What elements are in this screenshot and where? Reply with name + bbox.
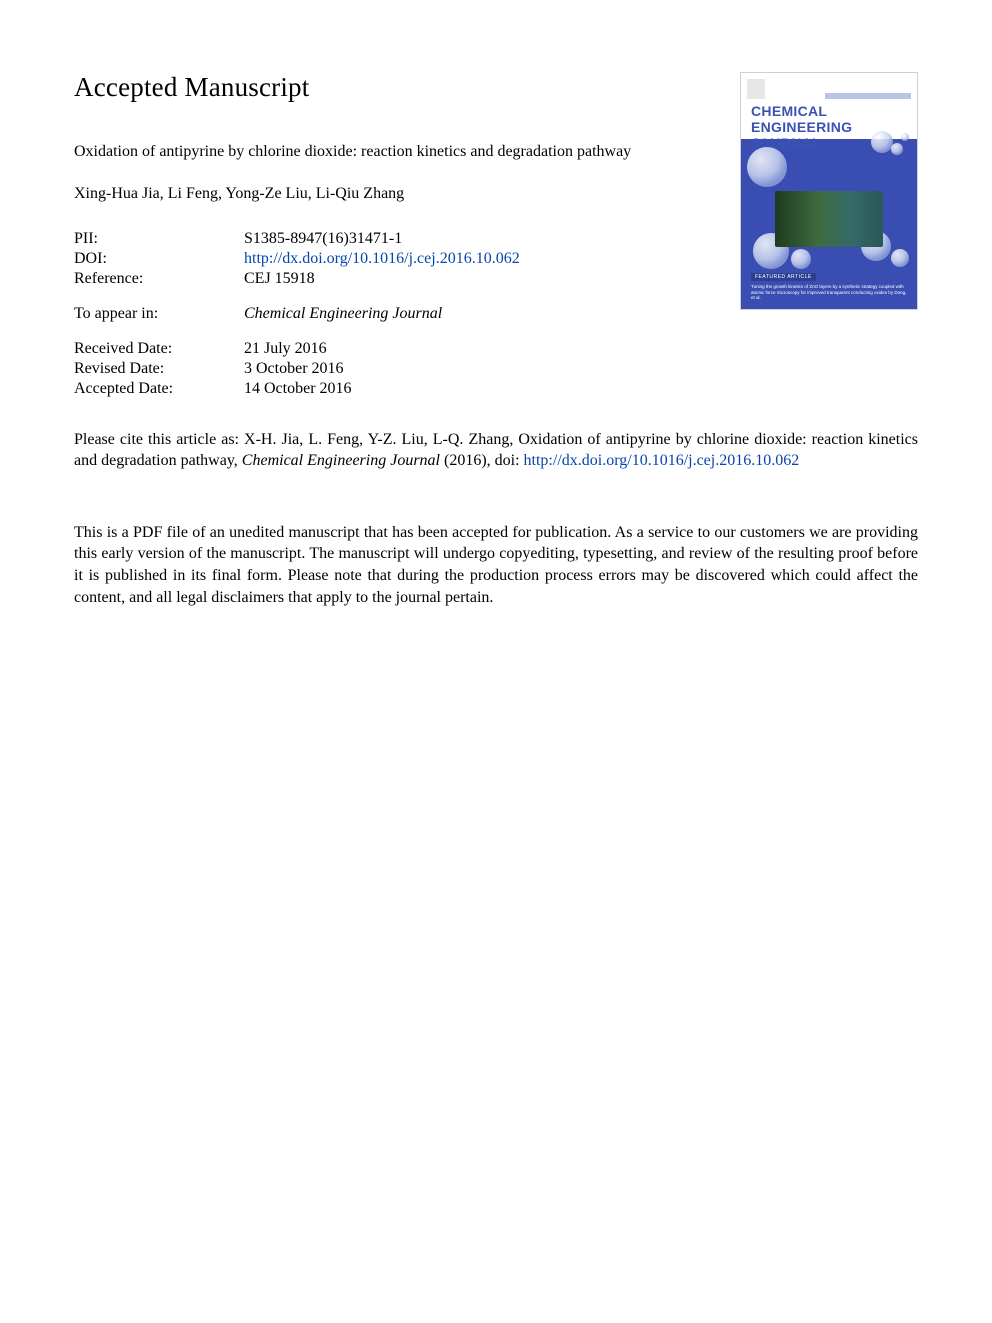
pii-label: PII:: [74, 229, 244, 249]
citation-doi-link[interactable]: http://dx.doi.org/10.1016/j.cej.2016.10.…: [524, 452, 800, 469]
citation-journal: Chemical Engineering Journal: [242, 452, 440, 469]
revised-label: Revised Date:: [74, 359, 244, 379]
header-row: Accepted Manuscript Oxidation of antipyr…: [74, 72, 918, 399]
featured-badge: FEATURED ARTICLE: [751, 273, 816, 281]
metadata-table: PII: S1385-8947(16)31471-1 DOI: http://d…: [74, 229, 520, 399]
reference-value: CEJ 15918: [244, 269, 520, 289]
table-row: Received Date: 21 July 2016: [74, 324, 520, 359]
received-label: Received Date:: [74, 324, 244, 359]
table-row: Revised Date: 3 October 2016: [74, 359, 520, 379]
journal-name: CHEMICAL ENGINEERING JOURNAL: [751, 103, 852, 151]
accepted-label: Accepted Date:: [74, 379, 244, 399]
received-value: 21 July 2016: [244, 324, 520, 359]
bubble-icon: [891, 249, 909, 267]
doi-value: http://dx.doi.org/10.1016/j.cej.2016.10.…: [244, 249, 520, 269]
elsevier-logo-icon: [747, 79, 765, 99]
journal-name-line2: ENGINEERING: [751, 119, 852, 135]
table-row: DOI: http://dx.doi.org/10.1016/j.cej.201…: [74, 249, 520, 269]
journal-cover: CHEMICAL ENGINEERING JOURNAL FEATURED AR…: [740, 72, 918, 310]
left-column: Accepted Manuscript Oxidation of antipyr…: [74, 72, 740, 399]
page-heading: Accepted Manuscript: [74, 72, 722, 103]
table-row: Accepted Date: 14 October 2016: [74, 379, 520, 399]
table-row: Reference: CEJ 15918: [74, 269, 520, 289]
bubble-icon: [747, 147, 787, 187]
reference-label: Reference:: [74, 269, 244, 289]
disclaimer-paragraph: This is a PDF file of an unedited manusc…: [74, 522, 918, 608]
citation-year: (2016), doi:: [440, 452, 524, 469]
bubble-icon: [871, 131, 893, 153]
table-row: PII: S1385-8947(16)31471-1: [74, 229, 520, 249]
appear-label: To appear in:: [74, 289, 244, 324]
cover-bluebar: [825, 93, 911, 99]
cover-topbar: [747, 79, 911, 91]
pii-value: S1385-8947(16)31471-1: [244, 229, 520, 249]
bubble-icon: [791, 249, 811, 269]
authors-line: Xing-Hua Jia, Li Feng, Yong-Ze Liu, Li-Q…: [74, 185, 722, 203]
journal-name-line1: CHEMICAL: [751, 103, 827, 119]
citation-paragraph: Please cite this article as: X-H. Jia, L…: [74, 429, 918, 472]
accepted-value: 14 October 2016: [244, 379, 520, 399]
table-row: To appear in: Chemical Engineering Journ…: [74, 289, 520, 324]
revised-value: 3 October 2016: [244, 359, 520, 379]
doi-label: DOI:: [74, 249, 244, 269]
doi-link[interactable]: http://dx.doi.org/10.1016/j.cej.2016.10.…: [244, 250, 520, 267]
article-title: Oxidation of antipyrine by chlorine diox…: [74, 141, 722, 163]
bubble-icon: [901, 133, 909, 141]
cover-photo: [775, 191, 883, 247]
cover-caption: Tuning the growth kinetics of ZnO layers…: [751, 284, 907, 301]
appear-value: Chemical Engineering Journal: [244, 289, 520, 324]
bubble-icon: [891, 143, 903, 155]
